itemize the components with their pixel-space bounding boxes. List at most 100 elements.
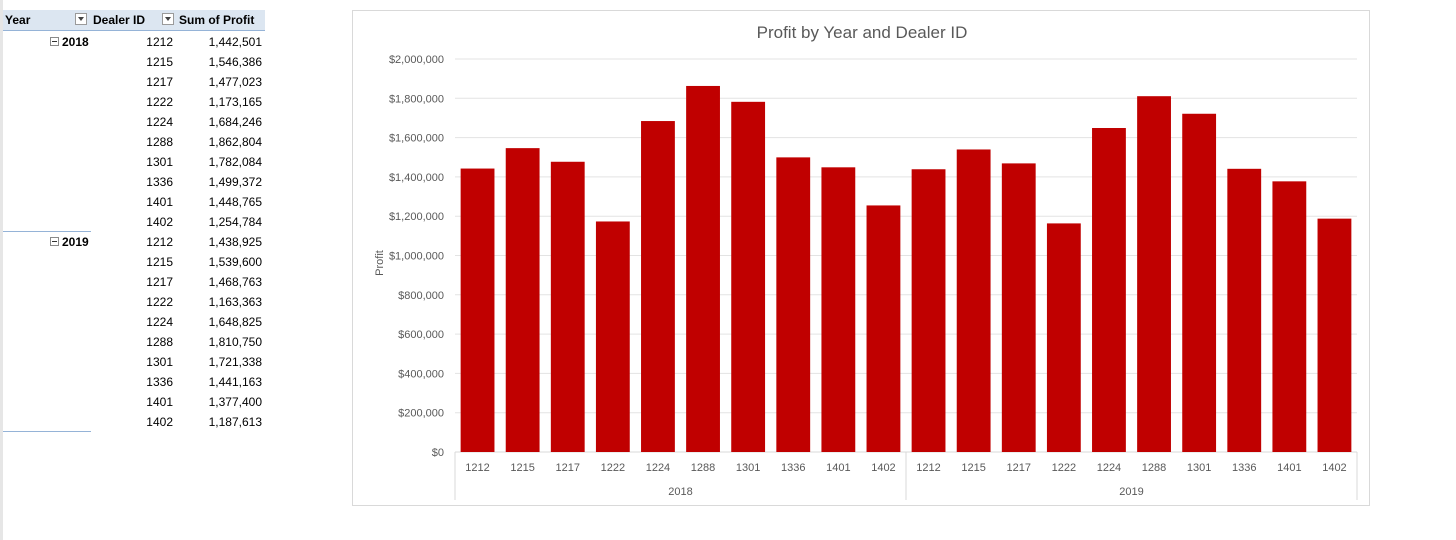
pivot-row: 1402 1,254,784 bbox=[3, 211, 265, 231]
bar-2018-1288 bbox=[686, 85, 720, 452]
pivot-row: 1288 1,810,750 bbox=[3, 331, 265, 351]
dealer-id-cell: 1224 bbox=[146, 315, 173, 329]
dealer-id-cell: 1212 bbox=[146, 35, 173, 49]
pivot-row: 1301 1,721,338 bbox=[3, 351, 265, 371]
profit-cell: 1,468,763 bbox=[208, 275, 262, 289]
x-tick-label: 1217 bbox=[556, 462, 580, 474]
y-tick-label: $0 bbox=[432, 447, 444, 459]
profit-cell: 1,546,386 bbox=[208, 55, 262, 69]
x-tick-label: 1224 bbox=[646, 462, 670, 474]
y-tick-label: $2,000,000 bbox=[389, 54, 444, 66]
pivot-row: 1288 1,862,804 bbox=[3, 131, 265, 151]
pivot-year-group: 2019 1212 1,438,925 1215 1,539,600 1217 1,468,… bbox=[3, 231, 265, 432]
x-tick-label: 1215 bbox=[961, 462, 985, 474]
bar-2018-1222 bbox=[595, 221, 630, 452]
x-tick-label: 1336 bbox=[781, 462, 805, 474]
pivot-row: 1215 1,539,600 bbox=[3, 251, 265, 271]
collapse-icon[interactable] bbox=[50, 37, 59, 46]
dealer-id-cell: 1401 bbox=[146, 395, 173, 409]
profit-cell: 1,441,163 bbox=[208, 375, 262, 389]
bar-2018-1402 bbox=[866, 205, 901, 452]
dealer-id-cell: 1222 bbox=[146, 295, 173, 309]
profit-cell: 1,684,246 bbox=[208, 115, 262, 129]
profit-cell: 1,173,165 bbox=[208, 95, 262, 109]
dealer-id-cell: 1336 bbox=[146, 175, 173, 189]
group-separator bbox=[3, 231, 91, 232]
y-tick-label: $1,400,000 bbox=[389, 172, 444, 184]
collapse-icon[interactable] bbox=[50, 237, 59, 246]
year-filter-dropdown-icon[interactable] bbox=[75, 13, 87, 25]
group-label: 2018 bbox=[668, 486, 692, 498]
bar-2019-1288 bbox=[1137, 96, 1171, 452]
year-column-header: Year bbox=[5, 13, 31, 27]
y-tick-label: $800,000 bbox=[398, 290, 444, 302]
profit-cell: 1,782,084 bbox=[208, 155, 262, 169]
profit-cell: 1,377,400 bbox=[208, 395, 262, 409]
bar-2018-1212 bbox=[460, 168, 495, 452]
y-tick-label: $1,000,000 bbox=[389, 251, 444, 263]
dealer-id-cell: 1336 bbox=[146, 375, 173, 389]
profit-cell: 1,438,925 bbox=[208, 235, 262, 249]
sheet-row-header-edge bbox=[0, 0, 3, 540]
profit-cell: 1,163,363 bbox=[208, 295, 262, 309]
profit-cell: 1,448,765 bbox=[208, 195, 262, 209]
chart-title: Profit by Year and Dealer ID bbox=[756, 23, 968, 42]
x-tick-label: 1224 bbox=[1097, 462, 1121, 474]
dealer-id-cell: 1288 bbox=[146, 135, 173, 149]
bar-2018-1301 bbox=[731, 101, 766, 452]
pivot-row: 1336 1,499,372 bbox=[3, 171, 265, 191]
y-tick-label: $1,600,000 bbox=[389, 133, 444, 145]
bar-2018-1336 bbox=[776, 157, 811, 452]
x-tick-label: 1288 bbox=[691, 462, 715, 474]
pivot-header-row: Year Dealer ID Sum of Profit bbox=[3, 10, 265, 31]
bar-2019-1301 bbox=[1182, 113, 1217, 452]
pivot-row: 1336 1,441,163 bbox=[3, 371, 265, 391]
dealer-id-cell: 1217 bbox=[146, 275, 173, 289]
x-tick-label: 1222 bbox=[601, 462, 625, 474]
group-label: 2019 bbox=[1119, 486, 1143, 498]
dealer-id-cell: 1217 bbox=[146, 75, 173, 89]
y-tick-label: $200,000 bbox=[398, 408, 444, 420]
bar-2018-1401 bbox=[821, 167, 856, 452]
dealer-id-filter-dropdown-icon[interactable] bbox=[162, 13, 174, 25]
x-tick-label: 1401 bbox=[1277, 462, 1301, 474]
y-tick-label: $400,000 bbox=[398, 368, 444, 380]
profit-cell: 1,187,613 bbox=[208, 415, 262, 429]
dealer-id-cell: 1224 bbox=[146, 115, 173, 129]
profit-cell: 1,648,825 bbox=[208, 315, 262, 329]
profit-cell: 1,862,804 bbox=[208, 135, 262, 149]
pivot-row: 1401 1,448,765 bbox=[3, 191, 265, 211]
bar-2018-1215 bbox=[505, 148, 540, 453]
x-tick-label: 1402 bbox=[1322, 462, 1346, 474]
dealer-id-cell: 1212 bbox=[146, 235, 173, 249]
bar-2018-1217 bbox=[550, 161, 585, 452]
profit-cell: 1,721,338 bbox=[208, 355, 262, 369]
bar-2019-1215 bbox=[956, 149, 991, 452]
bar-2019-1401 bbox=[1272, 181, 1307, 453]
group-separator bbox=[3, 431, 91, 432]
profit-cell: 1,254,784 bbox=[208, 215, 262, 229]
dealer-id-cell: 1222 bbox=[146, 95, 173, 109]
chart-plot: $0 $200,000 $400,000 $600,000 $800,000 $1,000… bbox=[389, 54, 1358, 500]
pivot-row: 1217 1,468,763 bbox=[3, 271, 265, 291]
dealer-id-cell: 1301 bbox=[146, 355, 173, 369]
year-label: 2018 bbox=[62, 35, 89, 49]
pivot-row: 1401 1,377,400 bbox=[3, 391, 265, 411]
pivot-row: 2019 1212 1,438,925 bbox=[3, 231, 265, 251]
dealer-id-column-header: Dealer ID bbox=[93, 13, 146, 27]
pivot-row: 1217 1,477,023 bbox=[3, 71, 265, 91]
profit-cell: 1,499,372 bbox=[208, 175, 262, 189]
x-tick-label: 1301 bbox=[1187, 462, 1211, 474]
profit-cell: 1,539,600 bbox=[208, 255, 262, 269]
x-tick-label: 1402 bbox=[871, 462, 895, 474]
dealer-id-cell: 1215 bbox=[146, 55, 173, 69]
pivot-row: 1222 1,163,363 bbox=[3, 291, 265, 311]
dealer-id-cell: 1402 bbox=[146, 415, 173, 429]
chart-area[interactable]: Profit by Year and Dealer ID Profit $0 $2… bbox=[352, 10, 1370, 506]
x-tick-label: 1401 bbox=[826, 462, 850, 474]
dealer-id-cell: 1301 bbox=[146, 155, 173, 169]
y-tick-label: $1,200,000 bbox=[389, 211, 444, 223]
x-tick-label: 1301 bbox=[736, 462, 760, 474]
profit-cell: 1,442,501 bbox=[208, 35, 262, 49]
pivot-table: Year Dealer ID Sum of Profit 2018 1212 1,4… bbox=[3, 10, 265, 432]
